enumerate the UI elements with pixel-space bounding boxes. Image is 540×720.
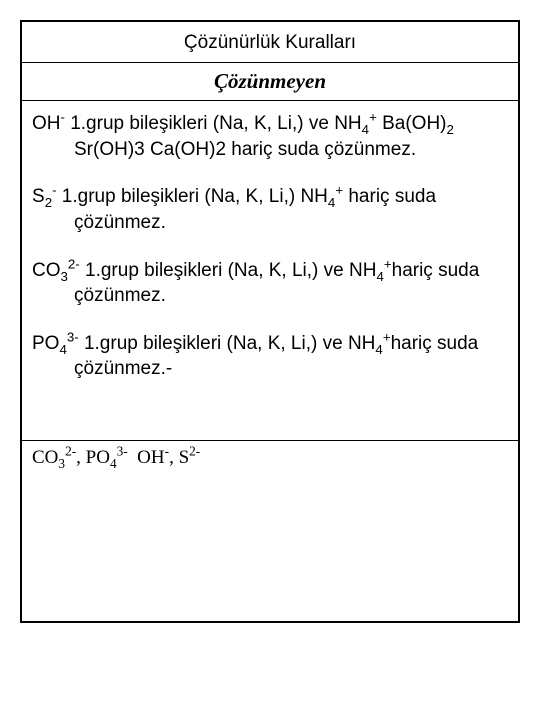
header2-text: Çözünmeyen (214, 69, 326, 93)
rule-item: S2- 1.grup bileşikleri (Na, K, Li,) NH4+… (32, 184, 506, 235)
rule-item: PO43- 1.grup bileşikleri (Na, K, Li,) ve… (32, 331, 506, 382)
footer-text: CO32-, PO43- OH-, S2- (32, 447, 200, 468)
footer-cell: CO32-, PO43- OH-, S2- (22, 441, 518, 621)
solubility-table: Çözünürlük Kuralları Çözünmeyen OH- 1.gr… (20, 20, 520, 623)
rule-item: OH- 1.grup bileşikleri (Na, K, Li,) ve N… (32, 111, 506, 162)
rules-cell: OH- 1.grup bileşikleri (Na, K, Li,) ve N… (22, 101, 518, 441)
table-header-2: Çözünmeyen (22, 63, 518, 101)
rule-item: CO32- 1.grup bileşikleri (Na, K, Li,) ve… (32, 258, 506, 309)
header1-text: Çözünürlük Kuralları (184, 32, 356, 53)
table-header-1: Çözünürlük Kuralları (22, 22, 518, 63)
